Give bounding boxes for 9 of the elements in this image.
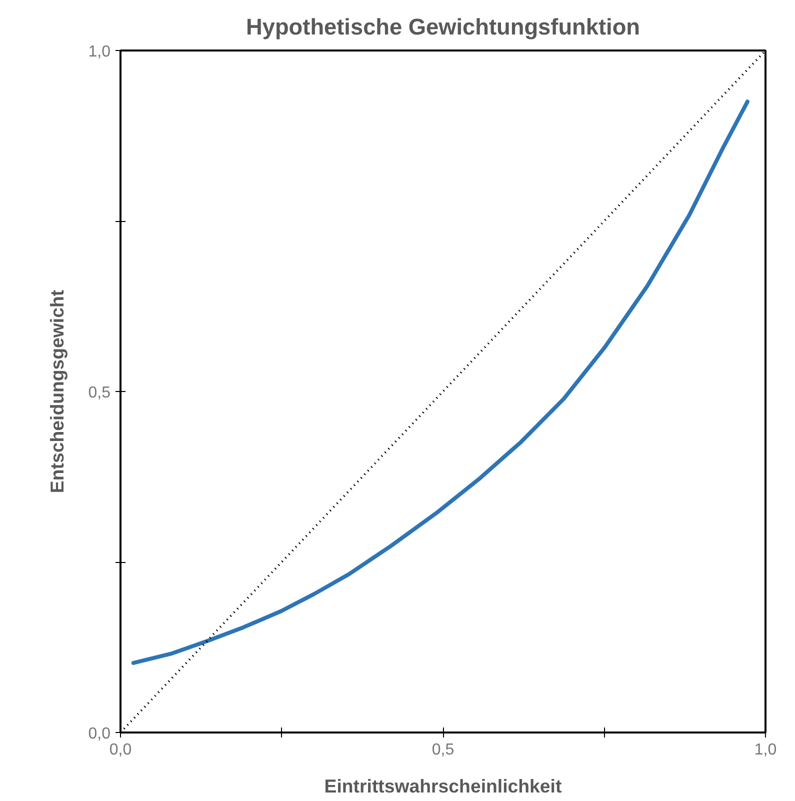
y-axis-title: Entscheidungsgewicht [46, 290, 68, 494]
y-tick-label: 1,0 [88, 44, 111, 60]
x-axis-title: Eintrittswahrscheinlichkeit [324, 776, 562, 796]
y-tick-label: 0,5 [88, 384, 111, 402]
chart-title: Hypothetische Gewichtungsfunktion [246, 14, 640, 40]
y-tick-label: 0,0 [88, 726, 111, 742]
x-tick-label: 0,5 [432, 742, 454, 758]
x-tick-label: 1,0 [754, 742, 777, 758]
x-tick-label: 0,0 [109, 742, 132, 758]
